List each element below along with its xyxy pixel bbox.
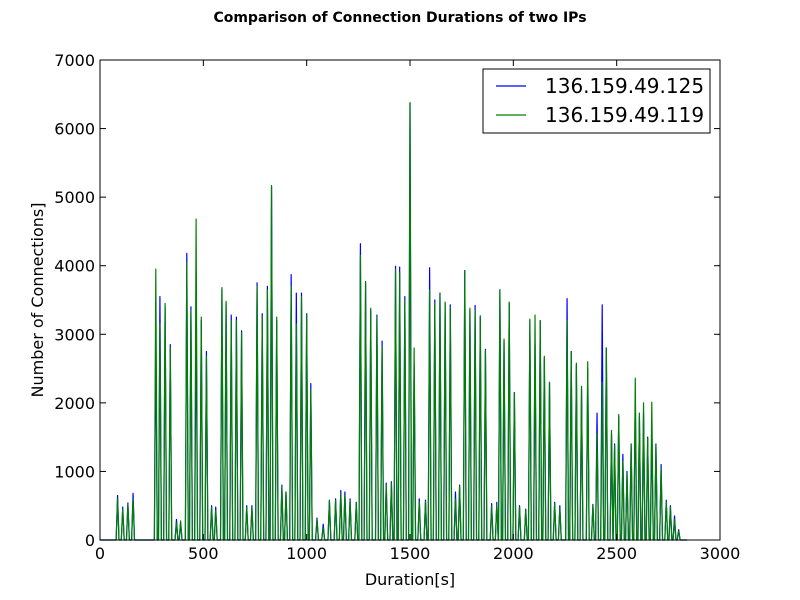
x-tick-label-5: 2500 [596,544,637,563]
x-tick-label-2: 1000 [286,544,327,563]
y-tick-label-0: 0 [85,531,95,550]
series-line-2 [100,101,687,541]
tick-labels-layer: 0 500 1000 1500 2000 2500 3000 0 1000 2000 3000 400… [54,51,740,563]
y-tick-label-3: 3000 [54,325,95,344]
x-tick-label-1: 500 [188,544,219,563]
y-tick-label-1: 1000 [54,462,95,481]
y-tick-label-6: 6000 [54,120,95,139]
y-tick-label-2: 2000 [54,394,95,413]
series-layer [100,101,687,541]
chart-title: Comparison of Connection Durations of tw… [213,10,587,26]
legend-label-series-1: 136.159.49.125 [545,74,704,98]
x-tick-label-0: 0 [95,544,105,563]
y-tick-label-5: 5000 [54,188,95,207]
x-axis-label: Duration[s] [365,570,455,589]
legend-label-series-2: 136.159.49.119 [545,103,704,127]
y-tick-label-7: 7000 [54,51,95,70]
legend: 136.159.49.125 136.159.49.119 [482,68,711,134]
ticks-layer [99,59,721,541]
x-tick-label-6: 3000 [700,544,741,563]
x-tick-label-3: 1500 [390,544,431,563]
y-tick-label-4: 4000 [54,257,95,276]
y-axis-label: Number of Connections] [28,203,47,398]
legend-frame [482,68,711,134]
x-tick-label-4: 2000 [493,544,534,563]
